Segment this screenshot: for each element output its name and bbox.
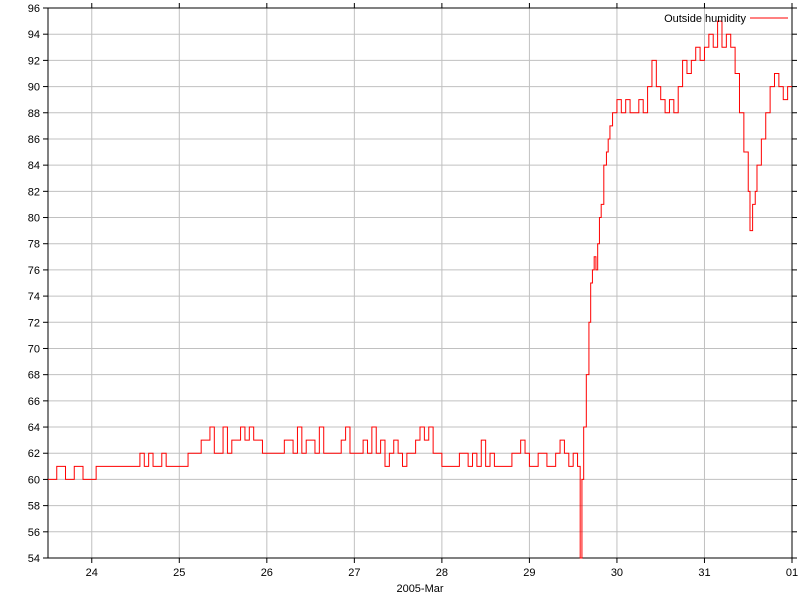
y-tick-label: 70 — [28, 343, 40, 355]
y-tick-label: 84 — [28, 160, 40, 172]
y-tick-label: 74 — [28, 291, 40, 303]
y-tick-label: 60 — [28, 474, 40, 486]
x-tick-label: 01 — [786, 567, 798, 579]
y-tick-label: 68 — [28, 370, 40, 382]
chart-container: 54 56 58 60 62 64 66 68 70 72 74 76 78 80 82 84 86 88 90 92… — [0, 0, 800, 600]
y-tick-label: 86 — [28, 134, 40, 146]
y-tick-label: 78 — [28, 239, 40, 251]
y-tick-label: 56 — [28, 527, 40, 539]
x-tick-label: 24 — [86, 567, 98, 579]
legend-label: Outside humidity — [664, 13, 746, 25]
y-tick-label: 64 — [28, 422, 40, 434]
y-tick-label: 92 — [28, 55, 40, 67]
x-tick-label: 25 — [173, 567, 185, 579]
y-tick-label: 76 — [28, 265, 40, 277]
y-tick-label: 58 — [28, 501, 40, 513]
x-tick-label: 28 — [436, 567, 448, 579]
y-tick-label: 94 — [28, 29, 40, 41]
x-tick-label: 30 — [611, 567, 623, 579]
x-tick-label: 29 — [523, 567, 535, 579]
x-tick-label: 27 — [348, 567, 360, 579]
y-tick-label: 88 — [28, 108, 40, 120]
y-tick-label: 96 — [28, 3, 40, 15]
y-tick-label: 54 — [28, 553, 40, 565]
y-tick-label: 80 — [28, 213, 40, 225]
y-tick-label: 66 — [28, 396, 40, 408]
y-tick-label: 82 — [28, 186, 40, 198]
y-tick-label: 72 — [28, 317, 40, 329]
y-tick-label: 90 — [28, 82, 40, 94]
y-tick-label: 62 — [28, 448, 40, 460]
humidity-line-chart: 54 56 58 60 62 64 66 68 70 72 74 76 78 80 82 84 86 88 90 92… — [0, 0, 800, 600]
x-tick-label: 31 — [698, 567, 710, 579]
x-tick-label: 26 — [261, 567, 273, 579]
x-axis-label: 2005-Mar — [396, 583, 443, 595]
